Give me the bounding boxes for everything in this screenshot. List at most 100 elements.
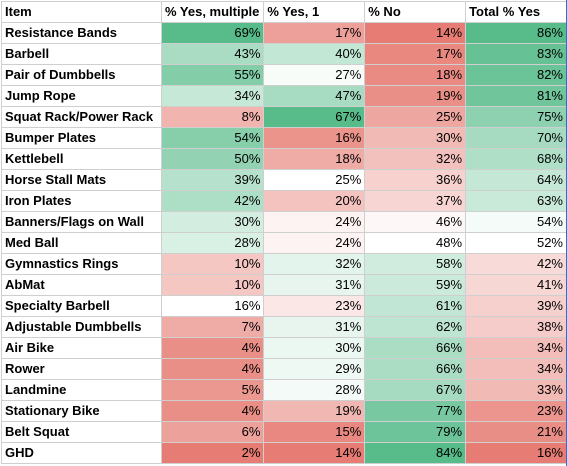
- table-row: Iron Plates 42% 20% 37% 63%: [1, 190, 567, 212]
- cell-total-yes: 52%: [465, 232, 567, 254]
- cell-yes-multiple: 10%: [160, 274, 265, 296]
- table-row: Med Ball 28% 24% 48% 52%: [1, 232, 567, 254]
- table-row: Banners/Flags on Wall 30% 24% 46% 54%: [1, 211, 567, 233]
- header-yes-one: % Yes, 1: [263, 1, 366, 23]
- cell-total-yes: 23%: [465, 400, 567, 422]
- cell-yes-one: 31%: [263, 274, 366, 296]
- cell-yes-one: 24%: [263, 232, 366, 254]
- cell-yes-one: 20%: [263, 190, 366, 212]
- cell-yes-one: 17%: [263, 22, 366, 44]
- cell-item: Squat Rack/Power Rack: [1, 106, 162, 128]
- cell-no: 36%: [364, 169, 467, 191]
- cell-total-yes: 42%: [465, 253, 567, 275]
- cell-yes-one: 47%: [263, 85, 366, 107]
- cell-no: 77%: [364, 400, 467, 422]
- cell-no: 79%: [364, 421, 467, 443]
- table-row: Squat Rack/Power Rack 8% 67% 25% 75%: [1, 106, 567, 128]
- cell-no: 66%: [364, 358, 467, 380]
- cell-no: 37%: [364, 190, 467, 212]
- cell-no: 84%: [364, 442, 467, 464]
- cell-no: 18%: [364, 64, 467, 86]
- cell-yes-multiple: 28%: [160, 232, 265, 254]
- cell-yes-one: 30%: [263, 337, 366, 359]
- cell-yes-one: 19%: [263, 400, 366, 422]
- cell-no: 17%: [364, 43, 467, 65]
- cell-item: Gymnastics Rings: [1, 253, 162, 275]
- cell-yes-one: 18%: [263, 148, 366, 170]
- cell-item: Iron Plates: [1, 190, 162, 212]
- cell-total-yes: 38%: [465, 316, 567, 338]
- cell-no: 59%: [364, 274, 467, 296]
- cell-total-yes: 83%: [465, 43, 567, 65]
- table-row: Rower 4% 29% 66% 34%: [1, 358, 567, 380]
- table-row: Jump Rope 34% 47% 19% 81%: [1, 85, 567, 107]
- cell-yes-multiple: 69%: [160, 22, 265, 44]
- table-row: Belt Squat 6% 15% 79% 21%: [1, 421, 567, 443]
- cell-yes-multiple: 4%: [160, 337, 265, 359]
- table-row: Landmine 5% 28% 67% 33%: [1, 379, 567, 401]
- table-row: Barbell 43% 40% 17% 83%: [1, 43, 567, 65]
- cell-yes-multiple: 8%: [160, 106, 265, 128]
- table-row: Gymnastics Rings 10% 32% 58% 42%: [1, 253, 567, 275]
- cell-item: Barbell: [1, 43, 162, 65]
- cell-yes-multiple: 34%: [160, 85, 265, 107]
- table-row: Resistance Bands 69% 17% 14% 86%: [1, 22, 567, 44]
- cell-yes-multiple: 39%: [160, 169, 265, 191]
- cell-total-yes: 39%: [465, 295, 567, 317]
- cell-yes-multiple: 43%: [160, 43, 265, 65]
- cell-yes-multiple: 5%: [160, 379, 265, 401]
- cell-yes-one: 14%: [263, 442, 366, 464]
- cell-item: Resistance Bands: [1, 22, 162, 44]
- cell-yes-one: 27%: [263, 64, 366, 86]
- table-row: Bumper Plates 54% 16% 30% 70%: [1, 127, 567, 149]
- cell-item: Stationary Bike: [1, 400, 162, 422]
- cell-item: Air Bike: [1, 337, 162, 359]
- cell-total-yes: 33%: [465, 379, 567, 401]
- table-row: Specialty Barbell 16% 23% 61% 39%: [1, 295, 567, 317]
- cell-total-yes: 41%: [465, 274, 567, 296]
- cell-no: 32%: [364, 148, 467, 170]
- cell-item: Landmine: [1, 379, 162, 401]
- cell-total-yes: 34%: [465, 337, 567, 359]
- cell-yes-multiple: 7%: [160, 316, 265, 338]
- cell-yes-one: 28%: [263, 379, 366, 401]
- cell-no: 46%: [364, 211, 467, 233]
- cell-item: Med Ball: [1, 232, 162, 254]
- cell-yes-one: 32%: [263, 253, 366, 275]
- cell-yes-one: 31%: [263, 316, 366, 338]
- cell-item: Pair of Dumbbells: [1, 64, 162, 86]
- cell-item: Kettlebell: [1, 148, 162, 170]
- cell-yes-multiple: 10%: [160, 253, 265, 275]
- cell-total-yes: 63%: [465, 190, 567, 212]
- cell-item: Bumper Plates: [1, 127, 162, 149]
- table-row: Pair of Dumbbells 55% 27% 18% 82%: [1, 64, 567, 86]
- cell-item: Belt Squat: [1, 421, 162, 443]
- cell-item: AbMat: [1, 274, 162, 296]
- table-row: Air Bike 4% 30% 66% 34%: [1, 337, 567, 359]
- cell-yes-multiple: 2%: [160, 442, 265, 464]
- cell-yes-multiple: 30%: [160, 211, 265, 233]
- cell-total-yes: 34%: [465, 358, 567, 380]
- cell-no: 25%: [364, 106, 467, 128]
- cell-item: Specialty Barbell: [1, 295, 162, 317]
- cell-no: 30%: [364, 127, 467, 149]
- cell-yes-one: 25%: [263, 169, 366, 191]
- table-row: AbMat 10% 31% 59% 41%: [1, 274, 567, 296]
- cell-total-yes: 54%: [465, 211, 567, 233]
- cell-total-yes: 64%: [465, 169, 567, 191]
- cell-total-yes: 68%: [465, 148, 567, 170]
- table-row: Adjustable Dumbbells 7% 31% 62% 38%: [1, 316, 567, 338]
- cell-yes-multiple: 4%: [160, 358, 265, 380]
- header-row: Item % Yes, multiple % Yes, 1 % No Total…: [1, 1, 567, 23]
- cell-total-yes: 86%: [465, 22, 567, 44]
- cell-no: 14%: [364, 22, 467, 44]
- cell-yes-multiple: 16%: [160, 295, 265, 317]
- cell-yes-one: 15%: [263, 421, 366, 443]
- cell-no: 19%: [364, 85, 467, 107]
- cell-item: Horse Stall Mats: [1, 169, 162, 191]
- cell-yes-multiple: 55%: [160, 64, 265, 86]
- cell-total-yes: 21%: [465, 421, 567, 443]
- cell-no: 58%: [364, 253, 467, 275]
- cell-item: Rower: [1, 358, 162, 380]
